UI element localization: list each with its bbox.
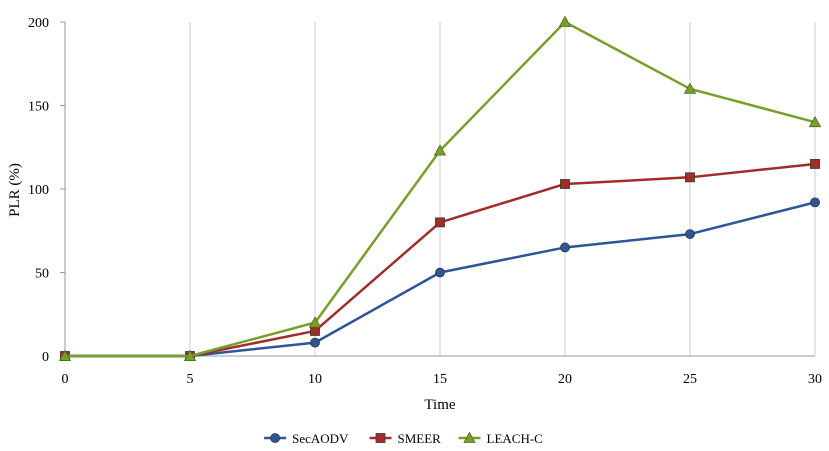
legend-marker-leach-c [463,431,476,443]
x-tick-label-10: 10 [308,372,322,387]
data-point-leach-c-10 [308,316,322,328]
data-point-smeer-25 [685,172,695,183]
legend-label-leach-c: LEACH-C [487,431,543,446]
data-point-secaodv-15 [435,267,445,278]
legend-marker-smeer [375,433,386,443]
gridlines [64,22,816,356]
x-tick-label-5: 5 [187,372,194,387]
data-point-secaodv-10 [310,337,320,348]
data-point-smeer-20 [560,179,570,189]
legend-marker-secaodv [270,433,281,443]
data-point-secaodv-30 [810,197,820,208]
y-tick-label-150: 150 [28,100,49,115]
axes [60,21,815,357]
legend-label-secaodv: SecAODV [292,431,349,446]
data-point-smeer-15 [435,217,445,228]
y-tick-label-100: 100 [28,183,49,198]
x-tick-label-0: 0 [62,372,69,387]
data-point-leach-c-25 [683,82,697,94]
x-tick-label-15: 15 [433,372,447,387]
y-tick-label-0: 0 [42,350,49,365]
x-axis-title: Time [424,397,455,413]
x-tick-label-25: 25 [683,372,697,387]
series-group [58,15,822,361]
legend-item-smeer: SMEER [369,431,442,446]
data-point-leach-c-20 [558,15,572,27]
y-tick-label-50: 50 [35,267,49,282]
data-point-smeer-10 [310,326,320,336]
y-axis-title: PLR (%) [7,163,23,217]
data-point-smeer-30 [810,159,820,169]
legend: SecAODV SMEER LEACH-C [264,431,543,446]
tick-labels: 0 5 10 15 20 25 30 0 50 100 150 200 [28,16,822,387]
legend-item-secaodv: SecAODV [264,431,349,446]
x-tick-label-20: 20 [558,372,572,387]
data-point-leach-c-15 [433,144,447,156]
series-leach-c [58,15,822,361]
legend-item-leach-c: LEACH-C [458,431,543,446]
data-point-leach-c-0 [58,349,72,361]
data-point-secaodv-25 [685,229,695,239]
data-point-leach-c-5 [183,349,197,361]
legend-label-smeer: SMEER [398,431,442,446]
data-point-secaodv-20 [560,242,570,253]
data-point-leach-c-30 [808,115,822,128]
y-tick-label-200: 200 [28,16,49,31]
x-tick-label-30: 30 [808,372,822,387]
